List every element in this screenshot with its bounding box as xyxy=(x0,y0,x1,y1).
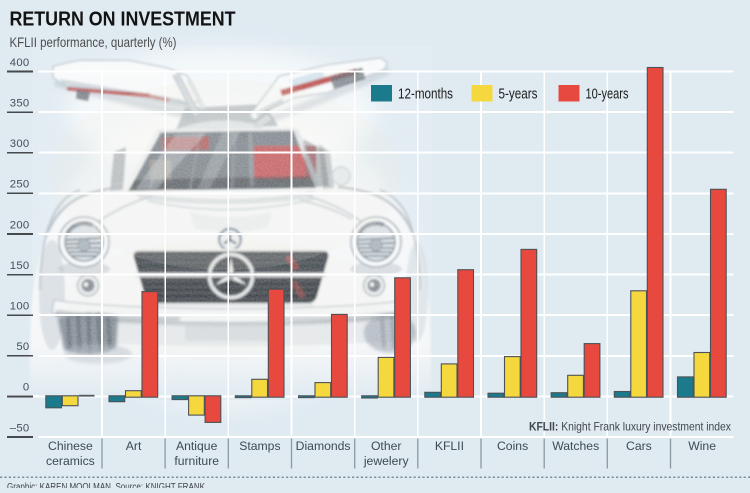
svg-text:KFLII performance, quarterly (: KFLII performance, quarterly (%) xyxy=(10,35,177,50)
svg-text:Stamps: Stamps xyxy=(239,439,280,453)
svg-text:12-months: 12-months xyxy=(398,87,453,103)
svg-text:10-years: 10-years xyxy=(586,87,629,103)
svg-text:300: 300 xyxy=(10,138,30,150)
svg-text:Art: Art xyxy=(126,439,142,453)
svg-text:–50: –50 xyxy=(10,422,30,434)
svg-text:0: 0 xyxy=(23,382,30,394)
svg-text:Coins: Coins xyxy=(497,439,528,453)
svg-text:Other: Other xyxy=(371,439,401,453)
svg-text:Wine: Wine xyxy=(688,439,716,453)
svg-text:Graphic: KAREN MOOLMAN Source: Graphic: KAREN MOOLMAN Source: KNIGHT FR… xyxy=(7,482,205,488)
svg-text:jewelery: jewelery xyxy=(363,454,410,468)
svg-text:Antique: Antique xyxy=(176,439,218,453)
svg-text:5-years: 5-years xyxy=(499,87,538,103)
svg-text:400: 400 xyxy=(10,57,30,69)
svg-text:350: 350 xyxy=(10,97,30,109)
svg-text:RETURN ON INVESTMENT: RETURN ON INVESTMENT xyxy=(10,9,236,31)
svg-text:furniture: furniture xyxy=(174,454,219,468)
svg-text:150: 150 xyxy=(10,260,30,272)
svg-text:KFLII: Knight Frank luxury inv: KFLII: Knight Frank luxury investment in… xyxy=(529,420,731,434)
svg-text:200: 200 xyxy=(10,219,30,231)
svg-text:250: 250 xyxy=(10,179,30,191)
svg-text:KFLII: KFLII xyxy=(435,439,464,453)
svg-text:Cars: Cars xyxy=(626,439,652,453)
svg-text:ceramics: ceramics xyxy=(46,454,95,468)
svg-text:Watches: Watches xyxy=(552,439,599,453)
svg-text:50: 50 xyxy=(16,341,29,353)
svg-text:Diamonds: Diamonds xyxy=(296,439,351,453)
svg-text:Chinese: Chinese xyxy=(48,439,93,453)
svg-text:100: 100 xyxy=(10,301,30,313)
